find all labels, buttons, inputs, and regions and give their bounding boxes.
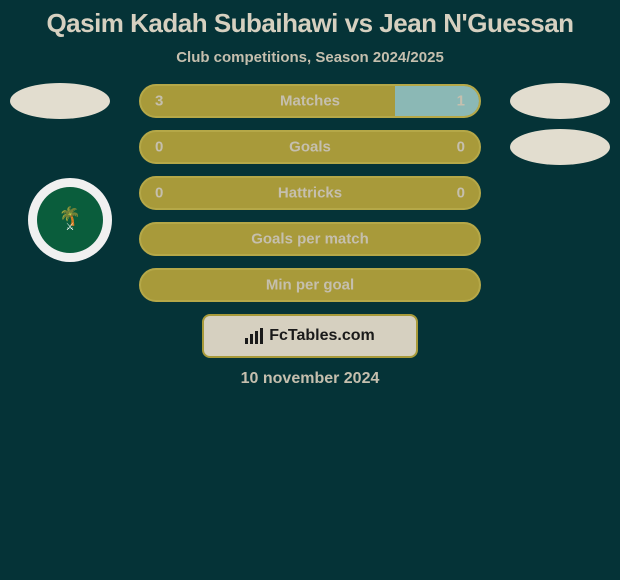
comparison-widget: Qasim Kadah Subaihawi vs Jean N'Guessan …: [0, 0, 620, 580]
stat-label: Goals: [289, 139, 331, 156]
date-text: 10 november 2024: [0, 370, 620, 388]
swords-icon: ⚔: [66, 223, 75, 233]
subtitle: Club competitions, Season 2024/2025: [0, 49, 620, 66]
player-oval-right: [510, 129, 610, 165]
player-oval-left: [10, 83, 110, 119]
stat-value-left: 3: [155, 93, 163, 110]
stat-label: Goals per match: [251, 231, 369, 248]
stat-value-right: 0: [457, 139, 465, 156]
stat-row: Min per goal: [0, 268, 620, 302]
stat-bar: Min per goal: [139, 268, 481, 302]
club-logo-left: 🌴 ⚔: [28, 178, 112, 262]
stat-fill-right: [395, 86, 480, 116]
stat-row: Matches 3 1: [0, 84, 620, 118]
stat-value-left: 0: [155, 185, 163, 202]
stat-label: Min per goal: [266, 277, 354, 294]
page-title: Qasim Kadah Subaihawi vs Jean N'Guessan: [0, 0, 620, 43]
stat-bar: Hattricks 0 0: [139, 176, 481, 210]
club-emblem: 🌴 ⚔: [37, 187, 103, 253]
stat-value-right: 1: [457, 93, 465, 110]
stat-bar: Goals 0 0: [139, 130, 481, 164]
chart-icon: [245, 328, 265, 344]
brand-box: FcTables.com: [202, 314, 418, 358]
stat-row: Goals 0 0: [0, 130, 620, 164]
brand-text: FcTables.com: [269, 327, 375, 345]
player-oval-right: [510, 83, 610, 119]
stat-bar: Goals per match: [139, 222, 481, 256]
stat-label: Hattricks: [278, 185, 342, 202]
stat-bar: Matches 3 1: [139, 84, 481, 118]
stat-value-right: 0: [457, 185, 465, 202]
stat-label: Matches: [280, 93, 340, 110]
stat-value-left: 0: [155, 139, 163, 156]
